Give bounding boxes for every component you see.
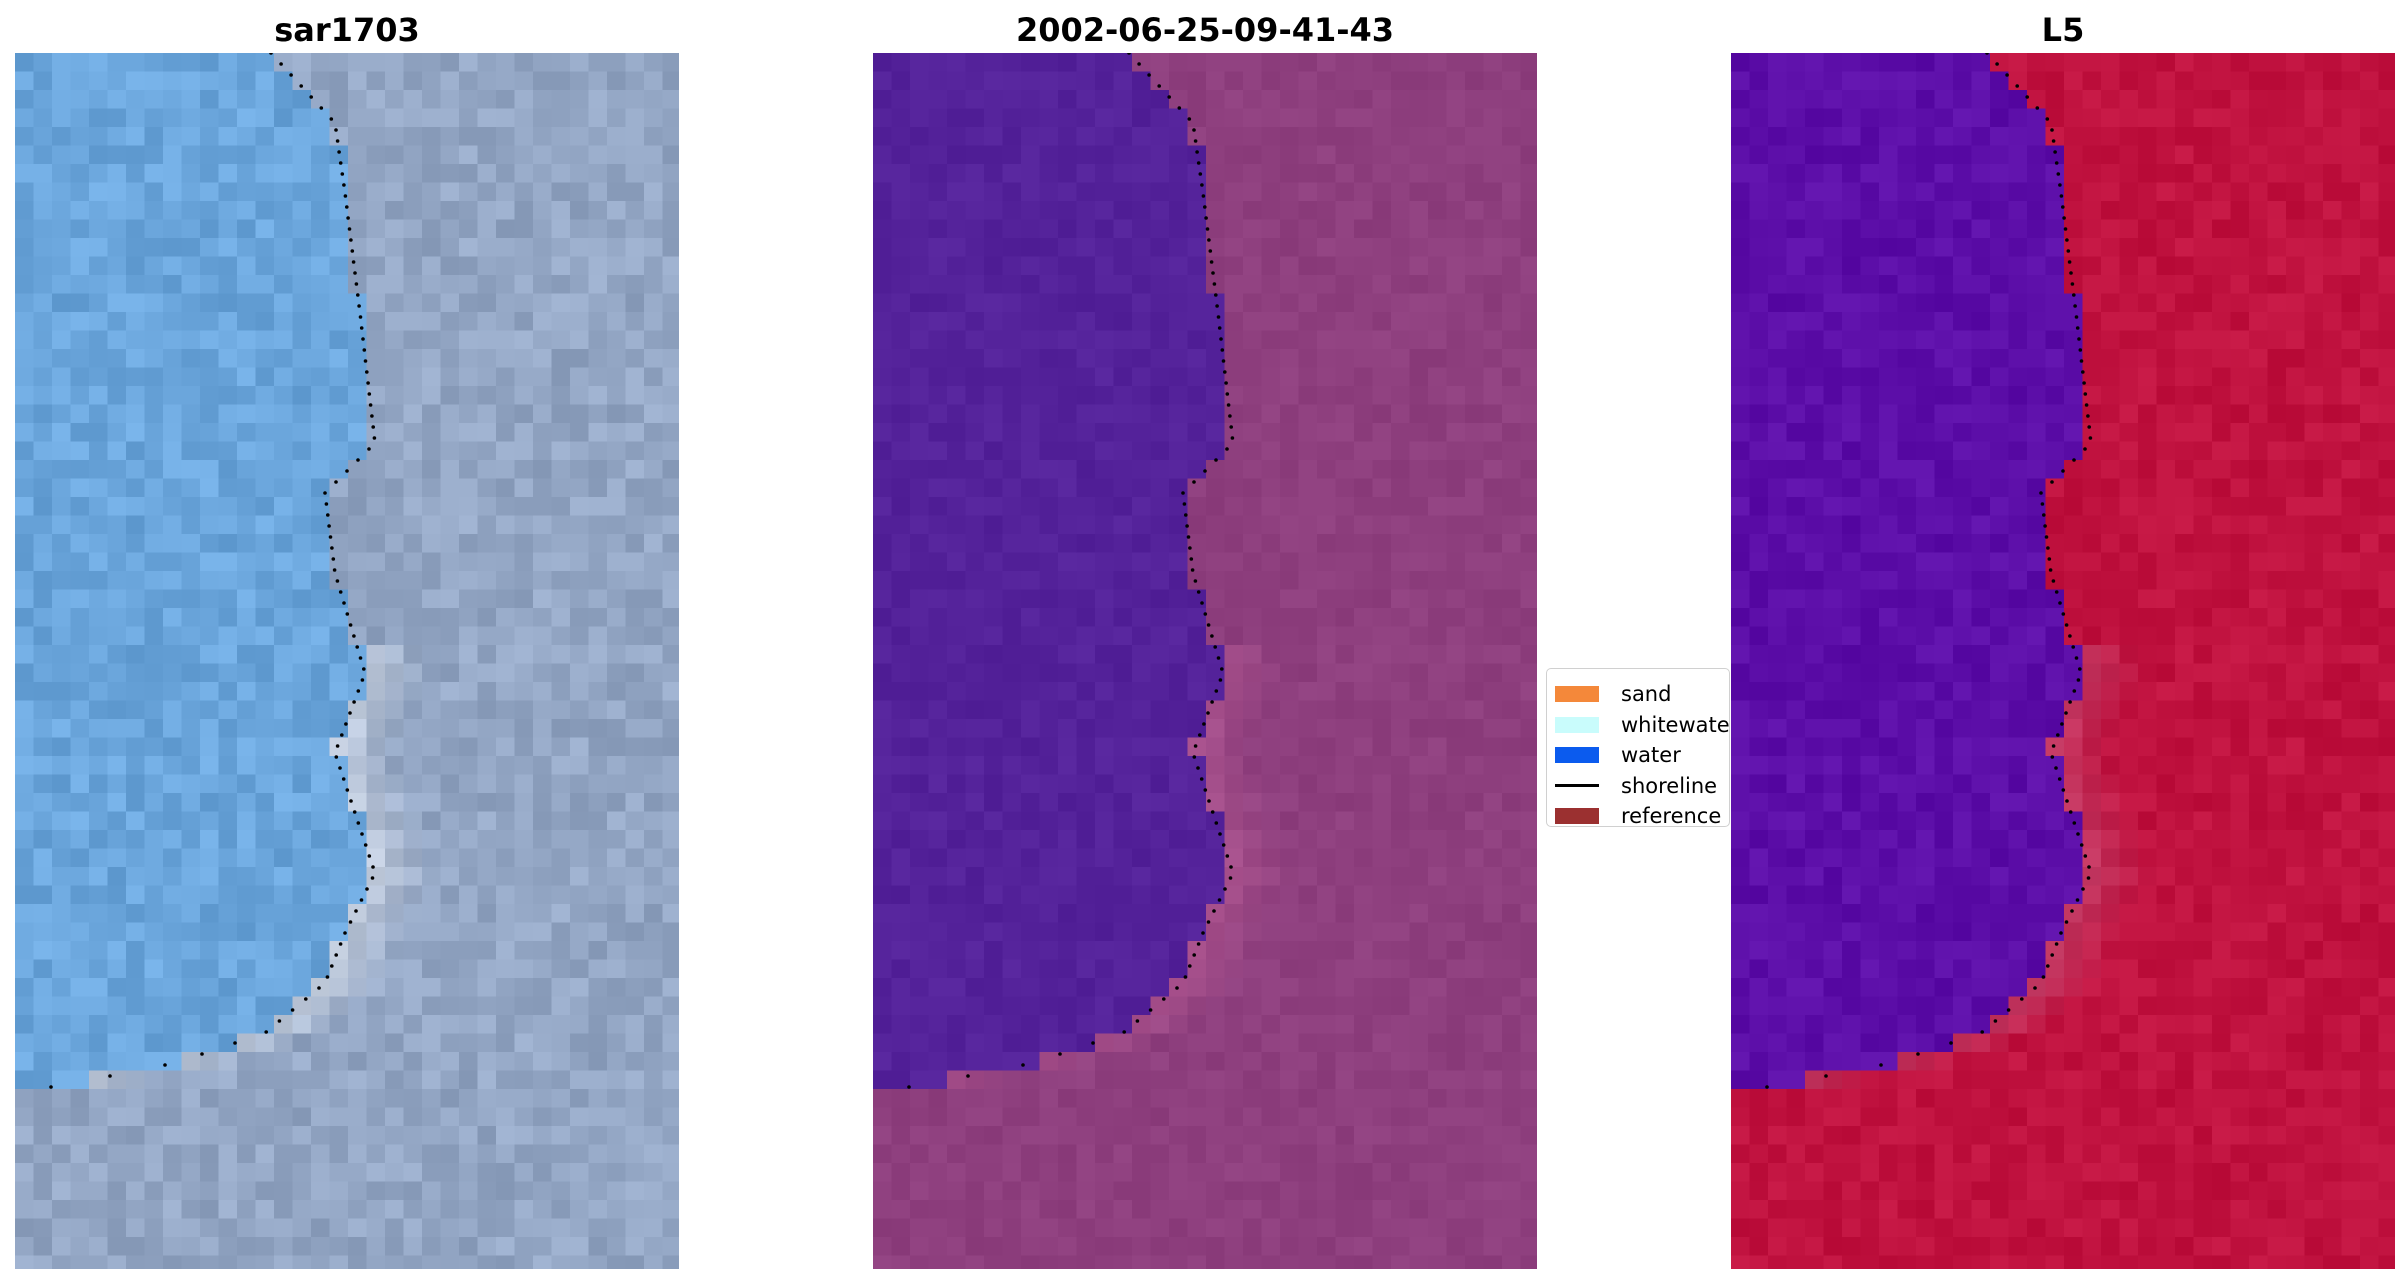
legend: sand whitewater water shoreline referenc…: [1546, 668, 1730, 827]
legend-swatch-water: [1555, 747, 1599, 764]
legend-label-reference-shoreline: reference shoreline: [1621, 804, 1729, 827]
shoreline-dots: [1765, 53, 2093, 1089]
panel-title-rgb: sar1703: [274, 11, 420, 49]
legend-label-water: water: [1621, 743, 1681, 768]
legend-label-sand: sand: [1621, 682, 1672, 707]
legend-swatch-sand: [1555, 686, 1599, 703]
legend-swatch-whitewater: [1555, 716, 1599, 733]
legend-item-sand: sand: [1555, 679, 1729, 710]
index-image: [1731, 53, 2395, 1269]
legend-item-water: water: [1555, 740, 1729, 771]
rgb-image: [15, 53, 679, 1269]
panel-title-classified: 2002-06-25-09-41-43: [1015, 11, 1395, 49]
classified-image: [873, 53, 1537, 1269]
legend-item-whitewater: whitewater: [1555, 710, 1729, 741]
index-image-panel: [1731, 53, 2395, 1269]
legend-swatch-reference-shoreline: [1555, 808, 1599, 825]
panel-title-index: L5: [2041, 11, 2085, 49]
legend-label-shoreline: shoreline: [1621, 773, 1718, 798]
legend-item-reference-shoreline: reference shoreline: [1555, 801, 1729, 827]
legend-label-whitewater: whitewater: [1621, 712, 1730, 737]
rgb-image-panel: [15, 53, 679, 1269]
legend-swatch-shoreline: [1555, 784, 1599, 788]
shoreline-dots: [907, 53, 1235, 1089]
shoreline-dots: [49, 53, 377, 1089]
classified-image-panel: [873, 53, 1537, 1269]
legend-item-shoreline: shoreline: [1555, 771, 1729, 802]
